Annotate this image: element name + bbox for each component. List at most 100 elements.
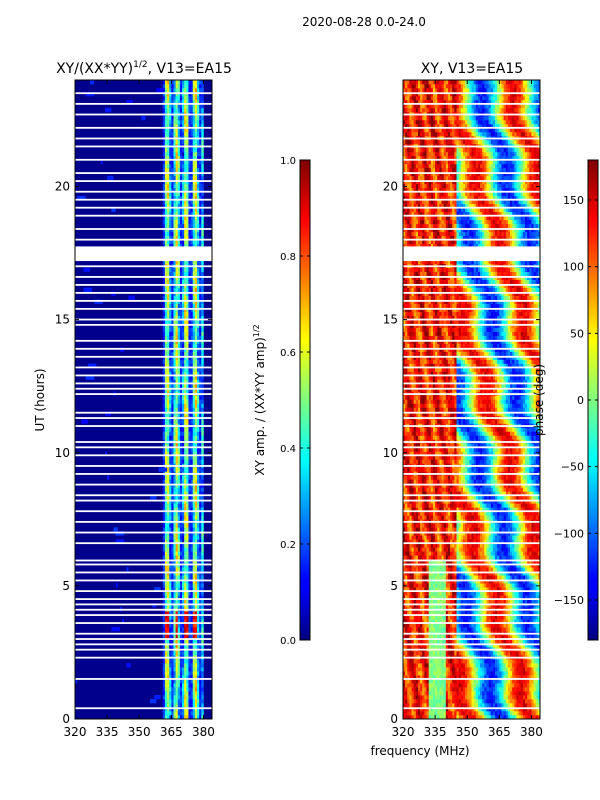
amplitude-colorbar-gradient — [299, 159, 311, 641]
amplitude-panel-title: XY/(XX*YY)1/2, V13=EA15 — [56, 60, 232, 77]
flagged-row — [403, 563, 540, 566]
amplitude-axes-frame — [74, 79, 213, 720]
y-tick-label: 10 — [55, 446, 70, 460]
flagged-row — [403, 347, 540, 350]
phase-colorbar-ticks: 150 100 50 0 −50 −100 −150 — [554, 194, 598, 607]
flagged-row — [75, 387, 212, 390]
flagged-row — [403, 483, 540, 486]
colorbar-tick-label: 1.0 — [280, 156, 296, 167]
flagged-row — [75, 559, 212, 562]
flagged-row — [75, 113, 212, 116]
flagged-row — [403, 214, 540, 217]
flagged-row — [403, 707, 540, 710]
flagged-row — [75, 510, 212, 513]
flagged-row — [75, 520, 212, 523]
colorbar-tick-label: 0.6 — [280, 348, 296, 359]
phase-heatmap — [403, 80, 540, 719]
flagged-row — [75, 307, 212, 310]
flagged-row — [75, 228, 212, 230]
flagged-row — [403, 206, 540, 209]
flagged-row — [403, 571, 540, 574]
flagged-row — [403, 276, 540, 278]
flagged-row — [75, 632, 212, 635]
x-tick-label: 365 — [160, 725, 183, 739]
flagged-row — [75, 214, 212, 217]
flagged-row — [403, 510, 540, 513]
flagged-row — [403, 643, 540, 646]
colorbar-tick-label: 50 — [570, 327, 584, 340]
y-tick-label: 20 — [55, 180, 70, 194]
flagged-row — [403, 425, 540, 427]
flagged-row — [75, 614, 212, 616]
flagged-row — [75, 603, 212, 606]
flagged-row — [403, 590, 540, 592]
flagged-row — [75, 590, 212, 592]
flagged-row — [75, 622, 212, 624]
x-tick-label: 380 — [192, 725, 215, 739]
flagged-row — [403, 382, 540, 385]
colorbar-tick-label: 0 — [577, 394, 584, 407]
flagged-row — [75, 180, 212, 182]
flagged-row — [75, 608, 212, 611]
flagged-row — [403, 307, 540, 310]
flagged-row — [75, 473, 212, 475]
flagged-row — [75, 441, 212, 443]
flagged-row — [403, 172, 540, 174]
flagged-row — [403, 608, 540, 611]
x-tick-label: 320 — [392, 725, 415, 739]
flagged-row — [75, 579, 212, 582]
colorbar-tick-label: 0.8 — [280, 252, 296, 263]
colorbar-tick-label: 150 — [563, 194, 584, 207]
flagged-row — [403, 374, 540, 377]
flagged-row — [403, 299, 540, 302]
flagged-row — [75, 355, 212, 358]
flagged-block — [403, 246, 540, 262]
flagged-row — [403, 494, 540, 497]
flagged-row — [75, 318, 212, 321]
colorbar-tick-label: 0.4 — [280, 444, 296, 455]
flagged-row — [403, 542, 540, 545]
flagged-row — [75, 454, 212, 457]
x-tick-label: 365 — [488, 725, 511, 739]
flagged-row — [75, 126, 212, 129]
flagged-row — [75, 563, 212, 566]
flagged-row — [403, 137, 540, 140]
flagged-row — [403, 454, 540, 457]
flagged-row — [403, 323, 540, 326]
flagged-row — [75, 494, 212, 497]
flagged-row — [75, 638, 212, 640]
phase-panel-title: XY, V13=EA15 — [421, 61, 523, 77]
colorbar-tick-label: −100 — [554, 527, 584, 540]
flagged-row — [75, 465, 212, 467]
flagged-row — [403, 473, 540, 475]
flagged-row — [403, 366, 540, 369]
x-tick-label: 380 — [520, 725, 543, 739]
flagged-row — [75, 656, 212, 659]
flagged-row — [75, 172, 212, 174]
amplitude-panel: XY/(XX*YY)1/2, V13=EA15 320 335 350 365 380 0… — [33, 60, 232, 739]
figure-suptitle: 2020-08-28 0.0-24.0 — [302, 15, 426, 29]
x-tick-label: 320 — [64, 725, 87, 739]
flagged-row — [403, 180, 540, 182]
flagged-row — [403, 355, 540, 358]
flagged-row — [403, 465, 540, 467]
y-tick-label: 5 — [62, 579, 70, 593]
flagged-block — [75, 246, 212, 262]
flagged-row — [403, 656, 540, 659]
flagged-row — [75, 339, 212, 342]
flagged-row — [75, 707, 212, 710]
flagged-row — [75, 382, 212, 385]
flagged-row — [403, 678, 540, 680]
flagged-row — [75, 446, 212, 449]
flagged-row — [403, 446, 540, 449]
flagged-row — [403, 113, 540, 116]
x-tick-label: 335 — [424, 725, 447, 739]
x-tick-label: 335 — [96, 725, 119, 739]
flagged-row — [75, 92, 212, 95]
amplitude-heatmap — [75, 80, 212, 719]
flagged-row — [403, 339, 540, 342]
flagged-row — [403, 603, 540, 606]
flagged-row — [75, 643, 212, 646]
flagged-row — [403, 387, 540, 390]
flagged-row — [403, 393, 540, 395]
